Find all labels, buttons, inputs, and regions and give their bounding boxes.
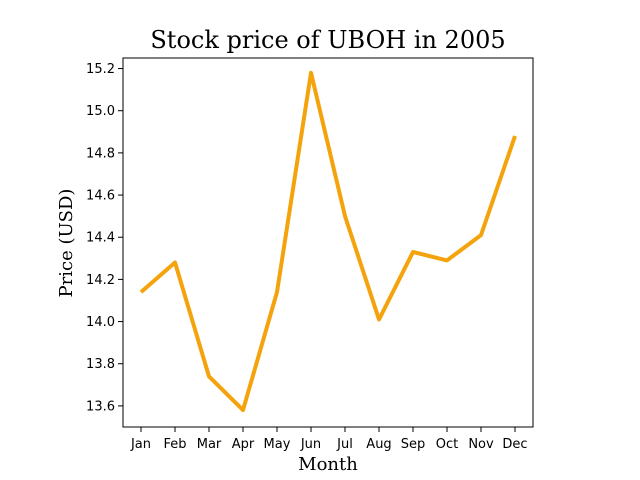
y-tick-label: 14.2: [86, 273, 115, 288]
chart-title: Stock price of UBOH in 2005: [150, 26, 505, 54]
y-tick-label: 14.4: [86, 231, 115, 246]
y-tick-label: 13.6: [86, 399, 115, 414]
x-tick-label: Jun: [300, 437, 321, 452]
plot-area: [122, 57, 534, 428]
x-tick-label: Jan: [130, 437, 151, 452]
x-tick-label: Oct: [436, 437, 458, 452]
x-tick-label: May: [264, 437, 291, 452]
x-axis: Jan Feb Mar Apr May Jun Jul Aug Sep Oct Nov Dec: [130, 427, 528, 452]
x-tick-label: Nov: [468, 437, 494, 452]
y-tick-label: 14.8: [86, 146, 115, 161]
x-tick-label: Jul: [336, 437, 353, 452]
price-line: [139, 70, 517, 413]
y-tick-label: 13.8: [86, 357, 115, 372]
x-tick-label: Sep: [401, 437, 426, 452]
x-tick-label: Dec: [502, 437, 527, 452]
x-tick-label: Aug: [366, 437, 391, 452]
y-axis: 13.6 13.8 14.0 14.2 14.4 14.6 14.8 15.0 15.2: [86, 62, 123, 414]
y-tick-label: 14.0: [86, 315, 115, 330]
y-axis-label: Price (USD): [56, 189, 77, 298]
y-tick-label: 15.0: [86, 104, 115, 119]
y-tick-label: 15.2: [86, 62, 115, 77]
x-axis-label: Month: [298, 454, 358, 475]
x-tick-label: Apr: [232, 437, 255, 452]
x-tick-label: Mar: [197, 437, 222, 452]
x-tick-label: Feb: [163, 437, 186, 452]
y-tick-label: 14.6: [86, 189, 115, 204]
